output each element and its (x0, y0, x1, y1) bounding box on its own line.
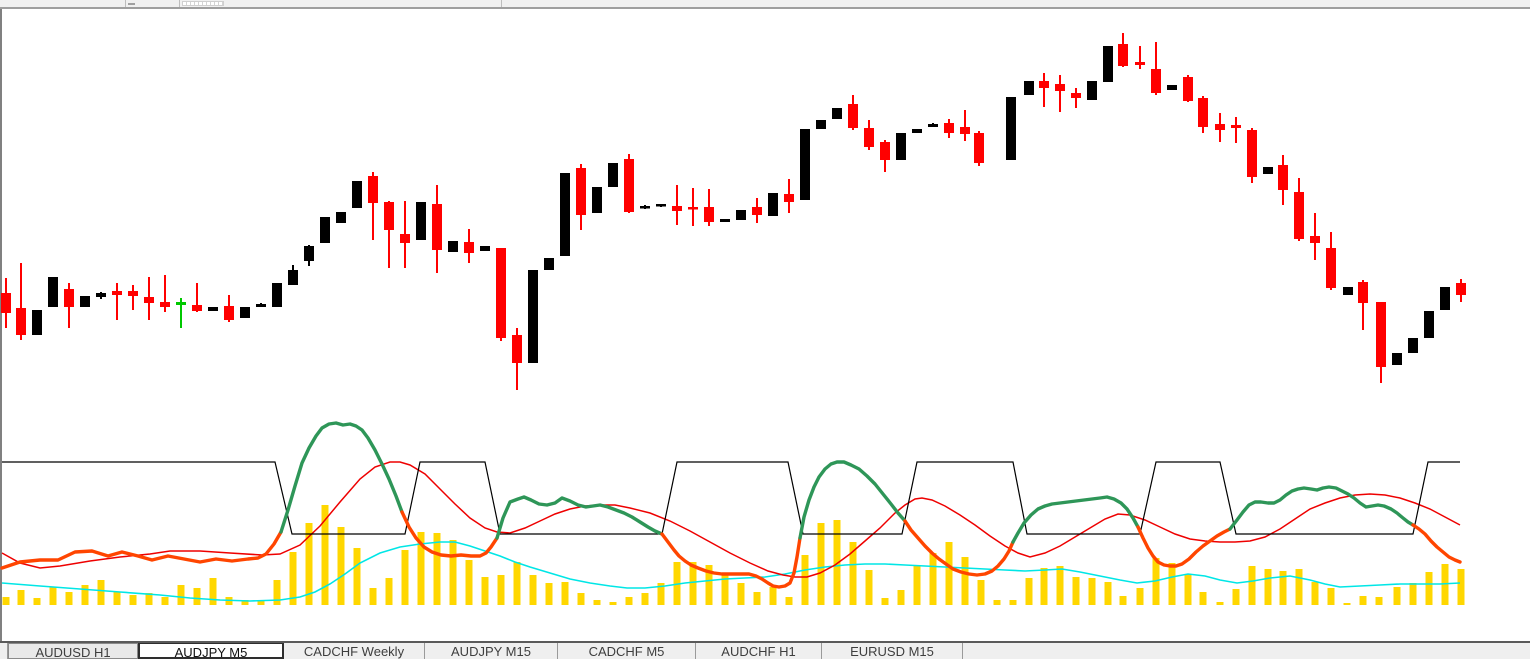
tab-audjpy-m15[interactable]: AUDJPY M15 (425, 643, 558, 659)
chart-tab-bar: AUDUSD H1 AUDJPY M5 CADCHF Weekly AUDJPY M1… (0, 641, 1530, 659)
tab-eurusd-m15[interactable]: EURUSD M15 (822, 643, 963, 659)
toolbar-separator (179, 0, 180, 7)
slow-ma-line (1, 541, 1461, 602)
tab-audusd-h1[interactable]: AUDUSD H1 (8, 643, 138, 659)
toolbar-grip-dots (182, 1, 224, 6)
tab-cadchf-m5[interactable]: CADCHF M5 (558, 643, 696, 659)
candles-layer (1, 33, 1466, 390)
tab-audjpy-m5[interactable]: AUDJPY M5 (138, 643, 284, 659)
tab-audchf-h1[interactable]: AUDCHF H1 (696, 643, 822, 659)
toolbar-minimize-dash (128, 3, 135, 5)
toolbar-separator (125, 0, 126, 7)
signal-line (1, 461, 1461, 578)
candlestick-chart-svg (0, 9, 1466, 641)
chart-area[interactable] (0, 9, 1530, 641)
tab-cadchf-weekly[interactable]: CADCHF Weekly (284, 643, 425, 659)
window-left-border (0, 9, 2, 641)
tab-bar-left-edge (0, 643, 8, 659)
trend-step-line (2, 461, 1460, 535)
trend-ma-line (0, 421, 1462, 589)
toolbar-strip-clipped (0, 0, 1530, 9)
toolbar-separator (501, 0, 502, 7)
